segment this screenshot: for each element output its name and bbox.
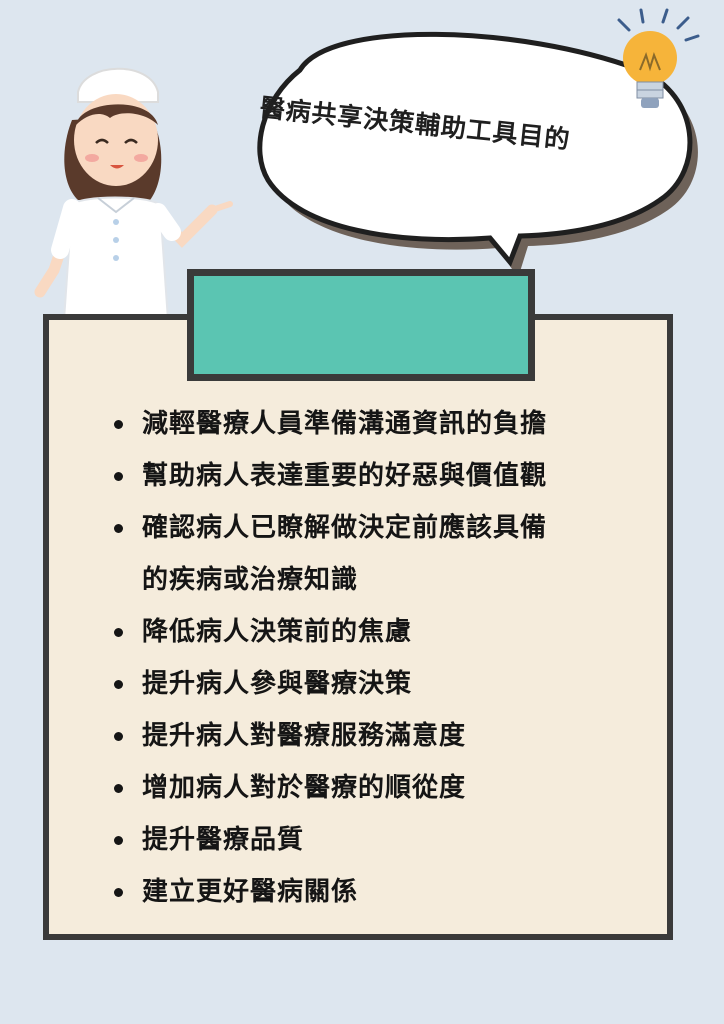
list-item-text: 減輕醫療人員準備溝通資訊的負擔 <box>142 409 548 439</box>
header-box <box>187 269 535 381</box>
nurse-illustration <box>34 67 233 320</box>
list-item: 增加病人對於醫療的順從度 <box>110 762 650 814</box>
list-item-text: 降低病人決策前的焦慮 <box>142 617 413 647</box>
list-item: 提升病人對醫療服務滿意度 <box>110 710 650 762</box>
bullet-icon <box>114 784 123 793</box>
list-item: 提升病人參與醫療決策 <box>110 658 650 710</box>
list-item: 幫助病人表達重要的好惡與價值觀 <box>110 450 650 502</box>
list-item-text: 提升病人參與醫療決策 <box>142 669 413 699</box>
list-item: 建立更好醫病關係 <box>110 866 650 918</box>
bullet-icon <box>114 524 123 533</box>
list-item: 確認病人已瞭解做決定前應該具備 的疾病或治療知識 <box>110 502 650 606</box>
speech-bubble <box>257 8 700 278</box>
list-item-text: 增加病人對於醫療的順從度 <box>142 773 467 803</box>
list-item-text: 幫助病人表達重要的好惡與價值觀 <box>142 461 548 491</box>
bullet-icon <box>114 472 123 481</box>
list-item-text: 建立更好醫病關係 <box>142 877 359 907</box>
bullet-icon <box>114 836 123 845</box>
goals-list: 減輕醫療人員準備溝通資訊的負擔 幫助病人表達重要的好惡與價值觀 確認病人已瞭解做… <box>110 398 650 918</box>
list-item: 降低病人決策前的焦慮 <box>110 606 650 658</box>
goals-card <box>43 314 673 940</box>
bullet-icon <box>114 628 123 637</box>
list-item-text: 提升醫療品質 <box>142 825 305 855</box>
list-item-text: 提升病人對醫療服務滿意度 <box>142 721 467 751</box>
list-item: 提升醫療品質 <box>110 814 650 866</box>
lightbulb-icon <box>617 8 700 108</box>
bullet-icon <box>114 732 123 741</box>
list-item-text-continued: 的疾病或治療知識 <box>142 565 359 595</box>
list-item: 減輕醫療人員準備溝通資訊的負擔 <box>110 398 650 450</box>
bullet-icon <box>114 680 123 689</box>
list-item-text: 確認病人已瞭解做決定前應該具備 <box>142 513 548 543</box>
speech-bubble-body <box>257 31 693 267</box>
bullet-icon <box>114 420 123 429</box>
bullet-icon <box>114 888 123 897</box>
